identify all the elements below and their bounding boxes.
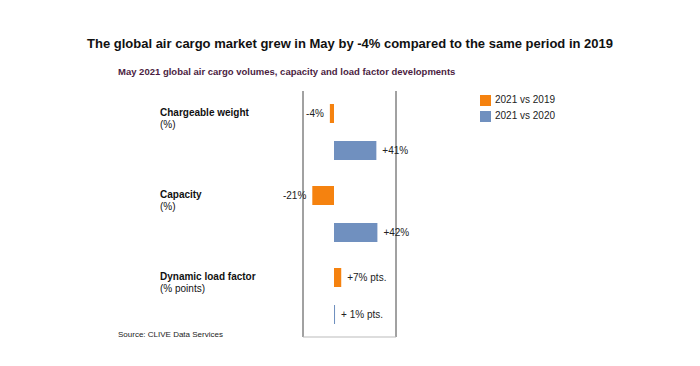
html-text:2021 vs 2019: 2021 vs 2019	[495, 94, 556, 105]
svg-text:+42%: +42%	[383, 227, 409, 238]
html-text:May 2021 global air cargo volu: May 2021 global air cargo volumes, capac…	[118, 66, 456, 77]
svg-text:Chargeable weight: Chargeable weight	[160, 107, 250, 118]
svg-text:+41%: +41%	[382, 145, 408, 156]
html-text:2021 vs 2020: 2021 vs 2020	[495, 110, 556, 121]
svg-text:(%): (%)	[160, 119, 176, 130]
svg-text:-4%: -4%	[306, 108, 324, 119]
svg-text:+7% pts.: +7% pts.	[347, 272, 386, 283]
svg-text:Dynamic load factor: Dynamic load factor	[160, 271, 256, 282]
svg-text:-21%: -21%	[283, 190, 306, 201]
html-text:The global air cargo market gr: The global air cargo market grew in May …	[87, 36, 613, 51]
html-text:Source: CLIVE Data Services: Source: CLIVE Data Services	[118, 330, 223, 339]
svg-text:+ 1% pts.: + 1% pts.	[341, 309, 383, 320]
svg-text:Capacity: Capacity	[160, 189, 202, 200]
svg-text:(%): (%)	[160, 201, 176, 212]
svg-text:(% points): (% points)	[160, 283, 205, 294]
